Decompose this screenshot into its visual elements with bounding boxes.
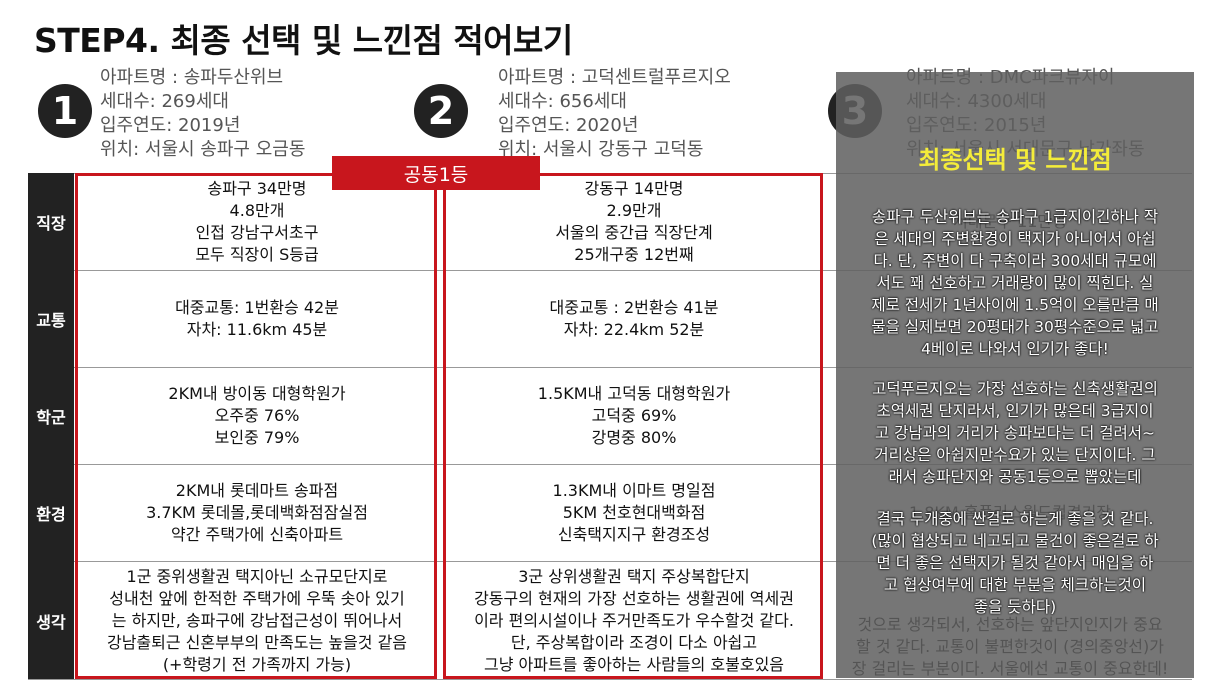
cell-line: 신축택지지구 환경조성 — [557, 524, 711, 544]
cell-line: 5KM 천호현대백화점 — [562, 502, 706, 522]
option-info: 입주연도: 2019년 — [100, 115, 241, 136]
cell-line: 강동구 14만명 — [584, 178, 684, 198]
cell-line: 자차: 11.6km 45분 — [186, 319, 328, 339]
cell-line: 모두 직장이 S등급 — [195, 244, 319, 264]
page-title: STEP4. 최종 선택 및 느낀점 적어보기 — [34, 21, 573, 60]
overlay-line: 초역세권 단지라서, 인기가 많은데 3급지이 — [876, 402, 1154, 420]
cell-line: 성내천 앞에 한적한 주택가에 우뚝 솟아 있기 — [109, 588, 405, 608]
table-cell: 3군 상위생활권 택지 주상복합단지 강동구의 현재의 가장 선호하는 생활권에 … — [440, 561, 828, 680]
table-cell: 2KM내 롯데마트 송파점 3.7KM 롯데몰,롯데백화점잠실점 약간 주택가에 신… — [74, 464, 440, 561]
cell-line: 1군 중위생활권 택지아닌 소규모단지로 — [126, 566, 388, 586]
option-number: 1 — [38, 84, 92, 138]
cell-line: 인접 강남구서초구 — [195, 222, 319, 242]
table-cell: 송파구 34만명 4.8만개 인접 강남구서초구 모두 직장이 S등급 — [74, 173, 440, 270]
cell-line: 서울의 중간급 직장단계 — [555, 222, 713, 242]
option-info: 세대수: 656세대 — [498, 91, 627, 112]
cell-line: 이라 편의시설이나 주거만족도가 우수할것 같다. — [474, 610, 794, 630]
option-info: 입주연도: 2020년 — [498, 115, 639, 136]
cell-line: 송파구 34만명 — [207, 178, 307, 198]
cell-line: 대중교통 : 2번환승 41분 — [549, 297, 719, 317]
row-label: 직장 — [28, 173, 74, 270]
overlay-line: 고 강남과의 거리가 송파보다는 더 걸려서~ — [874, 424, 1156, 442]
cell-line: 2KM내 방이동 대형학원가 — [168, 383, 346, 403]
hline — [28, 561, 1192, 562]
overlay-title: 최종선택 및 느낀점 — [918, 146, 1112, 174]
table-cell: 1군 중위생활권 택지아닌 소규모단지로 성내천 앞에 한적한 주택가에 우뚝 솟… — [74, 561, 440, 680]
cell-line: 25개구중 12번째 — [574, 244, 694, 264]
row-label: 교통 — [28, 270, 74, 367]
table-cell: 1.3KM내 이마트 명일점 5KM 천호현대백화점 신축택지지구 환경조성 — [440, 464, 828, 561]
cell-line: 3.7KM 롯데몰,롯데백화점잠실점 — [146, 502, 368, 522]
cell-line: 그냥 아파트를 좋아하는 사람들의 호불호있음 — [483, 654, 785, 674]
cell-line: 강남출퇴근 신혼부부의 만족도는 높을것 같음 — [106, 632, 408, 652]
cell-line: 고덕중 69% — [591, 405, 677, 425]
hline — [28, 270, 1192, 271]
overlay-line: 래서 송파단지와 공동1등으로 뽑았는데 — [888, 468, 1142, 486]
row-label: 학군 — [28, 367, 74, 464]
cell-line: (+학령기 전 가족까지 가능) — [162, 654, 352, 674]
overlay-line: 면 더 좋은 선택지가 될것 같아서 매입을 하 — [876, 554, 1154, 572]
cell-line: 는 하지만, 송파구에 강남접근성이 뛰어나서 — [111, 610, 403, 630]
option-info: 아파트명 : 송파두산위브 — [100, 67, 284, 88]
cell-line: 보인중 79% — [214, 427, 300, 447]
table-cell: 대중교통 : 2번환승 41분 자차: 22.4km 52분 — [440, 270, 828, 367]
cell-line: 자차: 22.4km 52분 — [563, 319, 705, 339]
overlay — [836, 72, 1194, 678]
cell-line: 2KM내 롯데마트 송파점 — [175, 480, 339, 500]
cell-line: 4.8만개 — [229, 200, 285, 220]
row-label: 환경 — [28, 464, 74, 561]
overlay-line: 제로 전세가 1년사이에 1.5억이 오를만큼 매 — [871, 296, 1159, 314]
overlay-line: 좋을 듯하다) — [973, 598, 1057, 616]
overlay-line: 결국 두개중에 싼걸로 하는게 좋을 것 같다. — [876, 510, 1154, 528]
overlay-line: 은 세대의 주변환경이 택지가 아니어서 아쉽 — [874, 230, 1156, 248]
option-number: 2 — [414, 84, 468, 138]
hline — [28, 679, 1192, 680]
table-cell: 강동구 14만명 2.9만개 서울의 중간급 직장단계 25개구중 12번째 — [440, 173, 828, 270]
highlight-box — [443, 173, 823, 679]
overlay-line: 고 협상여부에 대한 부분을 체크하는것이 — [883, 576, 1147, 594]
table-cell: 2KM내 방이동 대형학원가 오주중 76% 보인중 79% — [74, 367, 440, 464]
cell-line: 강명중 80% — [591, 427, 677, 447]
cell-line: 1.5KM내 고덕동 대형학원가 — [537, 383, 731, 403]
cell-line: 강동구의 현재의 가장 선호하는 생활권에 역세권 — [474, 588, 794, 608]
overlay-line: 송파구 두산위브는 송파구 1급지이긴하나 작 — [871, 208, 1159, 226]
highlight-box — [75, 173, 437, 679]
option-info: 위치: 서울시 강동구 고덕동 — [498, 139, 704, 160]
cell-line: 약간 주택가에 신축아파트 — [170, 524, 344, 544]
cell-line: 대중교통: 1번환승 42분 — [175, 297, 339, 317]
overlay-line: 고덕푸르지오는 가장 선호하는 신축생활권의 — [872, 380, 1158, 398]
cell-line: 단, 주상복합이라 조경이 다소 아쉽고 — [510, 632, 758, 652]
table-cell: 대중교통: 1번환승 42분 자차: 11.6km 45분 — [74, 270, 440, 367]
cell-line: 3군 상위생활권 택지 주상복합단지 — [518, 566, 750, 586]
hline — [28, 367, 1192, 368]
hline — [28, 464, 1192, 465]
row-label: 생각 — [28, 561, 74, 680]
overlay-line: 거리상은 아쉽지만수요가 있는 단지이다. 그 — [874, 446, 1156, 464]
overlay-line: 물을 실제보면 20평대가 30평수준으로 넓고 — [871, 318, 1159, 336]
option-info: 아파트명 : 고덕센트럴푸르지오 — [498, 67, 731, 88]
overlay-line: 4베이로 나와서 인기가 좋다! — [921, 340, 1109, 358]
badge: 공동1등 — [332, 156, 540, 190]
overlay-line: (많이 협상되고 네고되고 물건이 좋은걸로 하 — [871, 532, 1159, 550]
table-cell: 1.5KM내 고덕동 대형학원가 고덕중 69% 강명중 80% — [440, 367, 828, 464]
overlay-line: 서도 꽤 선호하고 거래량이 많이 찍힌다. 실 — [876, 274, 1154, 292]
option-info: 위치: 서울시 송파구 오금동 — [100, 139, 306, 160]
cell-line: 오주중 76% — [214, 405, 300, 425]
cell-line: 2.9만개 — [606, 200, 662, 220]
cell-line: 1.3KM내 이마트 명일점 — [552, 480, 716, 500]
overlay-line: 다. 단, 주변이 다 구축이라 300세대 규모에 — [873, 252, 1157, 270]
option-info: 세대수: 269세대 — [100, 91, 229, 112]
